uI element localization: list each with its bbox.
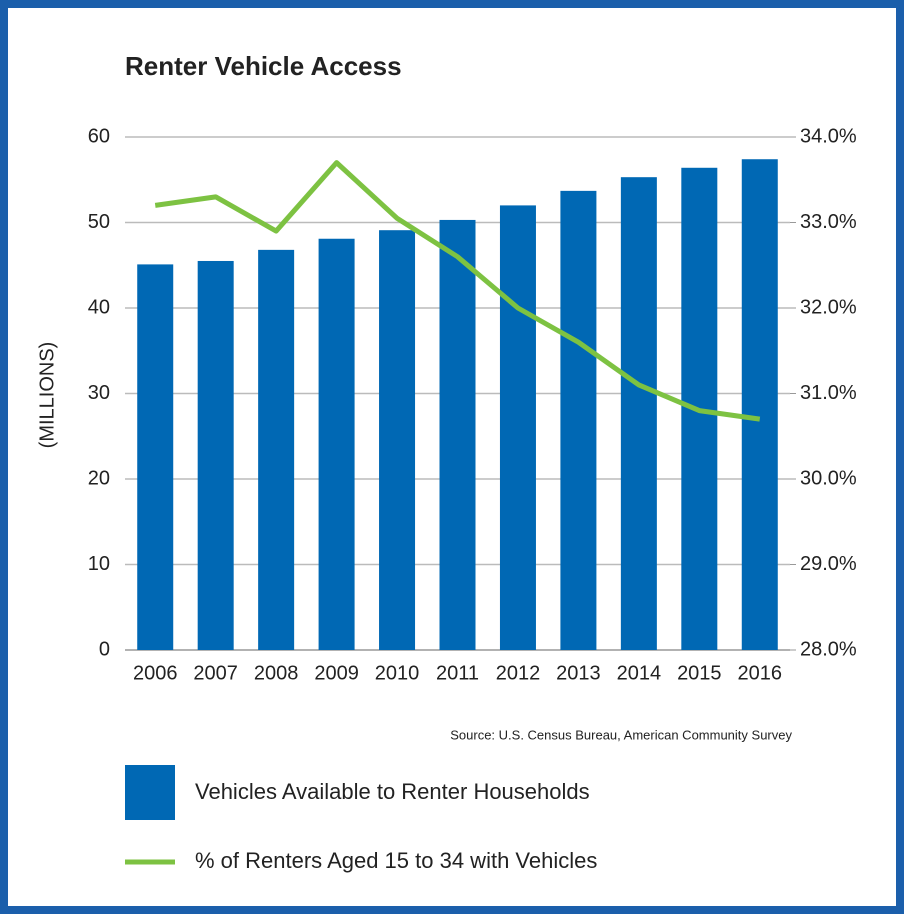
bar (137, 264, 174, 650)
y2-tick-label: 28.0% (800, 638, 857, 660)
legend-label: % of Renters Aged 15 to 34 with Vehicles (195, 848, 597, 873)
y-tick-label: 50 (88, 211, 110, 233)
bar (560, 190, 597, 651)
legend-label: Vehicles Available to Renter Households (195, 779, 590, 804)
y2-tick-label: 29.0% (800, 553, 857, 575)
bar (318, 238, 355, 650)
legend-swatch (125, 765, 175, 820)
bar (197, 260, 234, 650)
bar (499, 205, 536, 650)
x-tick-label: 2009 (314, 662, 359, 684)
bar (379, 230, 416, 650)
y-tick-label: 20 (88, 467, 110, 489)
y2-tick-label: 31.0% (800, 382, 857, 404)
y-tick-label: 40 (88, 296, 110, 318)
x-tick-label: 2015 (677, 662, 722, 684)
x-tick-label: 2013 (556, 662, 601, 684)
x-tick-label: 2007 (193, 662, 238, 684)
bar (620, 177, 657, 650)
x-tick-label: 2006 (133, 662, 178, 684)
y-tick-label: 60 (88, 125, 110, 147)
bar (439, 219, 476, 650)
y2-tick-label: 32.0% (800, 296, 857, 318)
y-tick-label: 10 (88, 553, 110, 575)
x-tick-label: 2011 (436, 662, 479, 684)
y-tick-label: 0 (99, 638, 110, 660)
line (154, 160, 761, 422)
bar (258, 249, 295, 651)
x-tick-label: 2014 (617, 662, 662, 684)
x-tick-label: 2016 (738, 662, 783, 684)
x-tick-label: 2012 (496, 662, 541, 684)
y-tick-label: 30 (88, 382, 110, 404)
bar (741, 159, 778, 651)
x-tick-label: 2010 (375, 662, 420, 684)
chart-title: Renter Vehicle Access (125, 51, 402, 81)
y2-tick-label: 33.0% (800, 211, 857, 233)
source: Source: U.S. Census Bureau, American Com… (450, 727, 792, 742)
y2-tick-label: 30.0% (800, 467, 857, 489)
y-axis-label: (MILLIONS) (36, 342, 58, 449)
y2-tick-label: 34.0% (800, 125, 857, 147)
x-tick-label: 2008 (254, 662, 299, 684)
